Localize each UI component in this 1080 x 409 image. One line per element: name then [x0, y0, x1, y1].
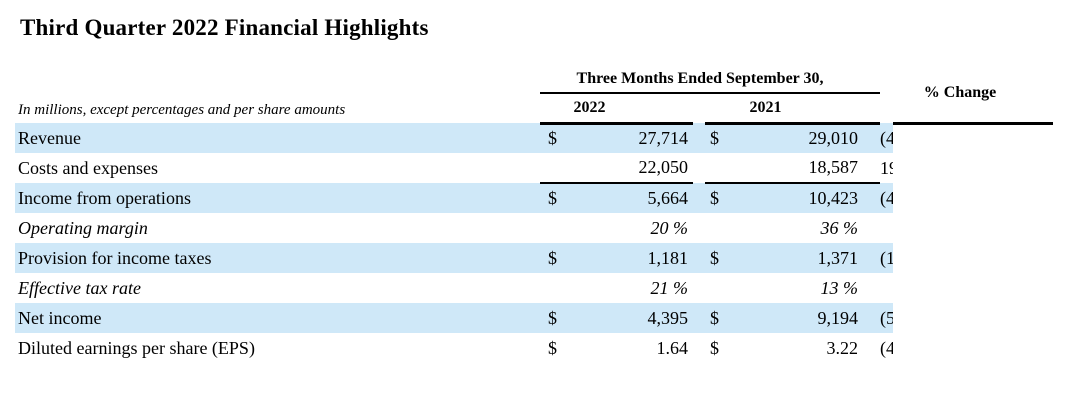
value-2021: 3.22 — [826, 337, 859, 358]
value-2022: 22,050 — [568, 153, 693, 184]
header-row-years: 2022 2021 — [15, 93, 1053, 125]
table-row-costs-and-expenses: Costs and expenses 22,050 18,587 19% — [15, 153, 1053, 184]
spacer — [693, 333, 705, 363]
table-row-net-income: Net income $ 4,395 $ 9,194 (52)% — [15, 303, 1054, 333]
pct-change-value: (4)% — [880, 127, 894, 148]
table-row-diluted-eps: Diluted earnings per share (EPS) $ 1.64 … — [15, 333, 1053, 363]
table-row-revenue: Revenue $ 27,714 $ 29,010 (4)% — [15, 123, 1054, 153]
row-label: Costs and expenses — [18, 157, 158, 178]
period-header: Three Months Ended September 30, — [540, 65, 881, 94]
units-note: In millions, except percentages and per … — [18, 102, 346, 118]
year-2021-header: 2021 — [705, 93, 881, 125]
spacer — [693, 123, 705, 153]
pct-change-value: (14)% — [880, 247, 894, 268]
currency-symbol-2022: $ — [548, 337, 557, 358]
value-2021: 1,371 — [817, 247, 859, 268]
currency-symbol-2022: $ — [548, 128, 557, 149]
value-2022: 27,714 — [638, 128, 689, 149]
value-2022: 21 % — [650, 277, 689, 298]
currency-symbol-2021: $ — [710, 247, 719, 268]
table-row-provision-for-income-taxes: Provision for income taxes $ 1,181 $ 1,3… — [15, 243, 1054, 273]
table-row-operating-margin: Operating margin 20 % 36 % — [15, 213, 1053, 243]
pct-change-value: 19% — [880, 157, 893, 178]
row-label: Revenue — [18, 127, 81, 148]
currency-symbol-2021: $ — [710, 337, 719, 358]
currency-symbol-2021 — [705, 153, 733, 184]
value-2022: 1,181 — [647, 247, 689, 268]
currency-symbol-2022: $ — [548, 188, 557, 208]
table-row-income-from-operations: Income from operations $ 5,664 $ 10,423 … — [15, 183, 1054, 213]
pct-change-value — [880, 213, 893, 243]
page-title: Third Quarter 2022 Financial Highlights — [20, 15, 429, 40]
table-row-effective-tax-rate: Effective tax rate 21 % 13 % — [15, 273, 1053, 303]
pct-change-value: (46)% — [880, 187, 894, 208]
financial-highlights-table: In millions, except percentages and per … — [15, 65, 1054, 363]
currency-symbol-2022 — [540, 273, 568, 303]
pct-change-value: (49)% — [880, 337, 894, 358]
value-2022: 5,664 — [647, 188, 689, 208]
row-label: Diluted earnings per share (EPS) — [18, 337, 255, 358]
spacer — [693, 273, 705, 303]
value-2021: 36 % — [820, 217, 859, 238]
row-label: Income from operations — [18, 187, 191, 208]
year-2022-header: 2022 — [540, 93, 693, 125]
spacer — [693, 93, 705, 123]
currency-symbol-2022: $ — [548, 307, 557, 328]
currency-symbol-2021: $ — [710, 307, 719, 328]
currency-symbol-2021: $ — [710, 128, 719, 149]
pct-change-value — [880, 273, 893, 303]
row-label: Effective tax rate — [18, 277, 141, 298]
financial-highlights-page: Third Quarter 2022 Financial Highlights … — [15, 15, 1054, 363]
value-2022: 4,395 — [647, 307, 689, 328]
value-2021: 10,423 — [808, 188, 859, 208]
spacer — [693, 183, 705, 213]
spacer — [880, 65, 893, 123]
spacer — [693, 303, 705, 333]
spacer — [693, 243, 705, 273]
row-label: Provision for income taxes — [18, 247, 212, 268]
currency-symbol-2021 — [705, 213, 733, 243]
pct-change-header: % Change — [893, 65, 1054, 125]
currency-symbol-2022 — [540, 153, 568, 184]
spacer — [693, 153, 705, 183]
value-2021: 18,587 — [733, 153, 881, 184]
currency-symbol-2021: $ — [710, 188, 719, 208]
value-2021: 9,194 — [817, 307, 859, 328]
currency-symbol-2021 — [705, 273, 733, 303]
row-label: Operating margin — [18, 217, 148, 238]
value-2021: 29,010 — [808, 128, 859, 149]
header-row-period: In millions, except percentages and per … — [15, 65, 1054, 125]
pct-change-value: (52)% — [880, 307, 894, 328]
currency-symbol-2022: $ — [548, 247, 557, 268]
row-label: Net income — [18, 307, 102, 328]
value-2022: 20 % — [650, 217, 689, 238]
spacer — [693, 213, 705, 243]
value-2021: 13 % — [820, 277, 859, 298]
value-2022: 1.64 — [656, 337, 689, 358]
currency-symbol-2022 — [540, 213, 568, 243]
